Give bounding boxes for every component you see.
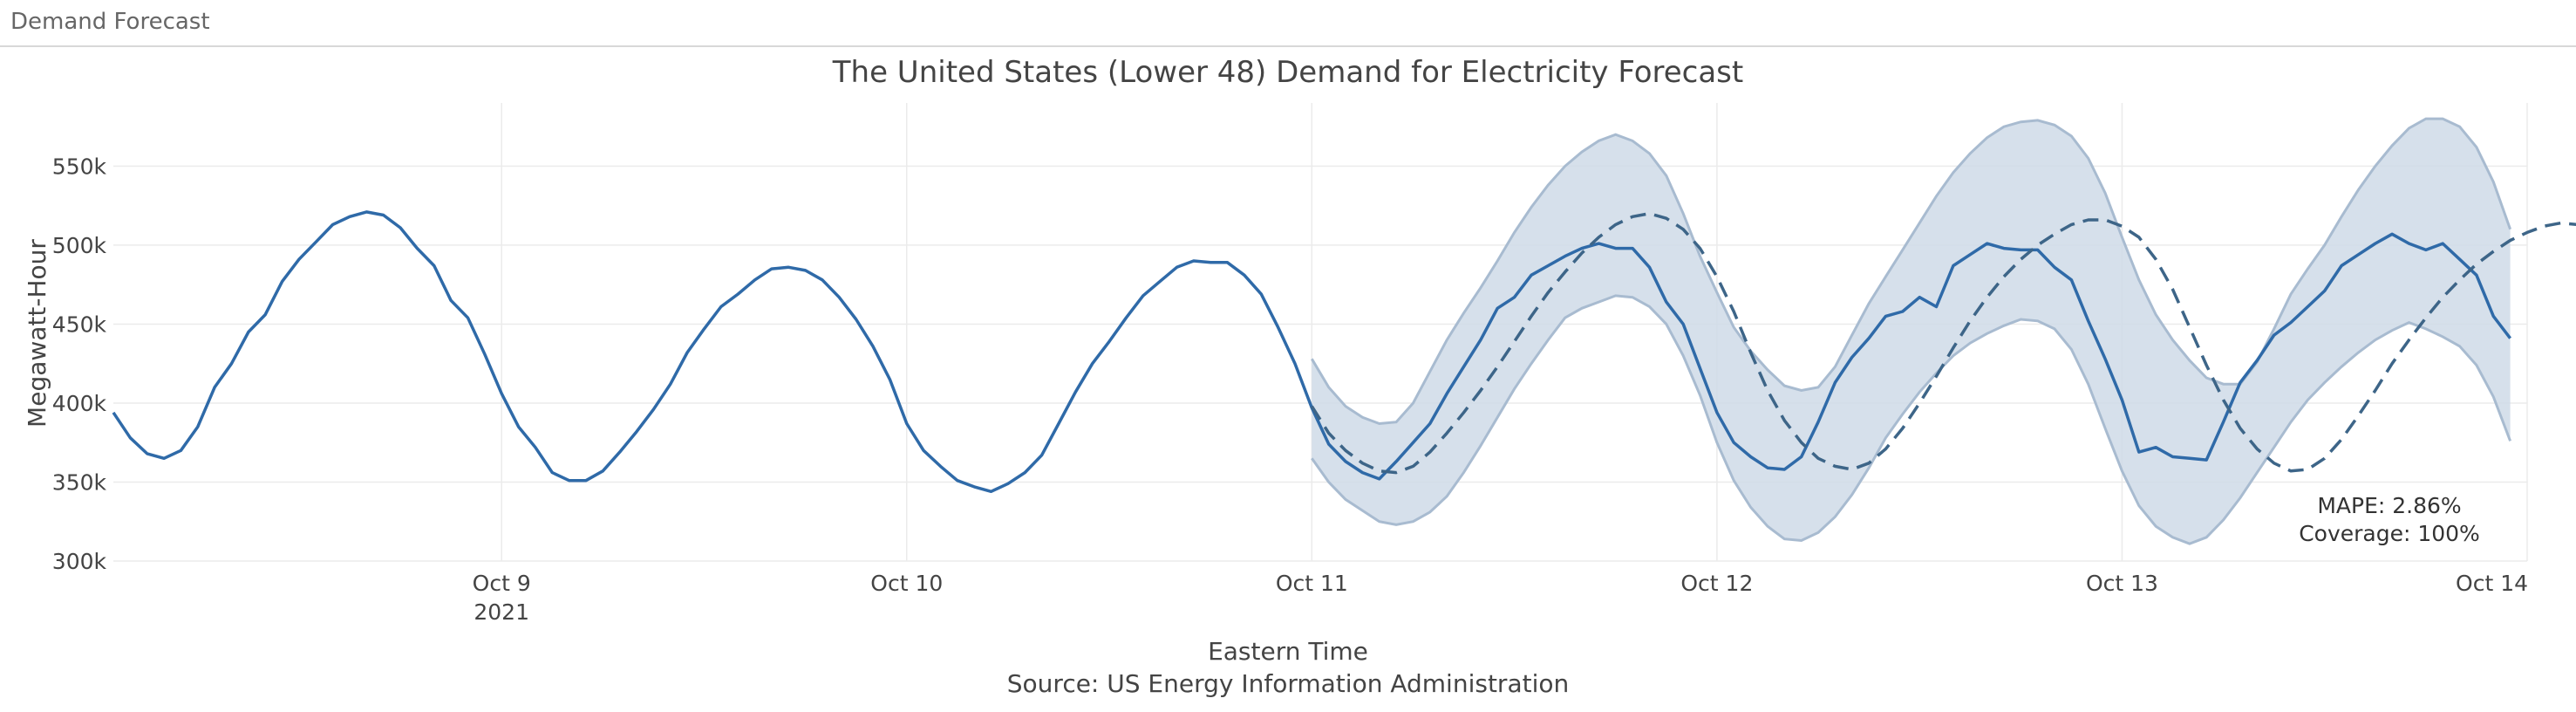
x-tick-label: Oct 9 bbox=[473, 571, 531, 596]
prediction-interval-band bbox=[1311, 117, 2512, 545]
x-tick-label: Oct 10 bbox=[870, 571, 943, 596]
y-axis-ticks: 300k 350k 400k 450k 500k 550k bbox=[52, 154, 107, 574]
y-tick-label: 300k bbox=[52, 549, 107, 574]
band-upper-edge bbox=[1311, 117, 2512, 426]
x-axis-ticks: Oct 9 2021 Oct 10 Oct 11 Oct 12 Oct 13 Oct 14 bbox=[473, 571, 2528, 625]
forecast-line bbox=[1310, 211, 2576, 475]
y-tick-label: 450k bbox=[52, 312, 107, 337]
y-tick-label: 550k bbox=[52, 154, 107, 179]
app-header: Demand Forecast bbox=[0, 0, 2576, 47]
chart-title: The United States (Lower 48) Demand for … bbox=[832, 55, 1743, 90]
x-axis-label: Eastern Time bbox=[1208, 637, 1368, 666]
y-tick-label: 350k bbox=[52, 469, 107, 495]
band-lower-edge bbox=[1311, 294, 2512, 545]
band-fill bbox=[1312, 119, 2511, 544]
y-tick-label: 500k bbox=[52, 233, 107, 258]
mape-annotation: MAPE: 2.86% bbox=[2317, 493, 2461, 518]
y-tick-label: 400k bbox=[52, 391, 107, 416]
app-title: Demand Forecast bbox=[10, 9, 210, 35]
x-tick-label: Oct 12 bbox=[1680, 571, 1753, 596]
x-tick-label: Oct 11 bbox=[1276, 571, 1348, 596]
source-note: Source: US Energy Information Administra… bbox=[1007, 669, 1569, 698]
coverage-annotation: Coverage: 100% bbox=[2299, 521, 2480, 546]
x-tick-label: Oct 14 bbox=[2456, 571, 2528, 596]
x-tick-year-label: 2021 bbox=[474, 599, 529, 625]
y-axis-label: Megawatt-Hour bbox=[23, 239, 51, 428]
x-tick-label: Oct 13 bbox=[2086, 571, 2158, 596]
series-lines bbox=[112, 210, 2576, 494]
